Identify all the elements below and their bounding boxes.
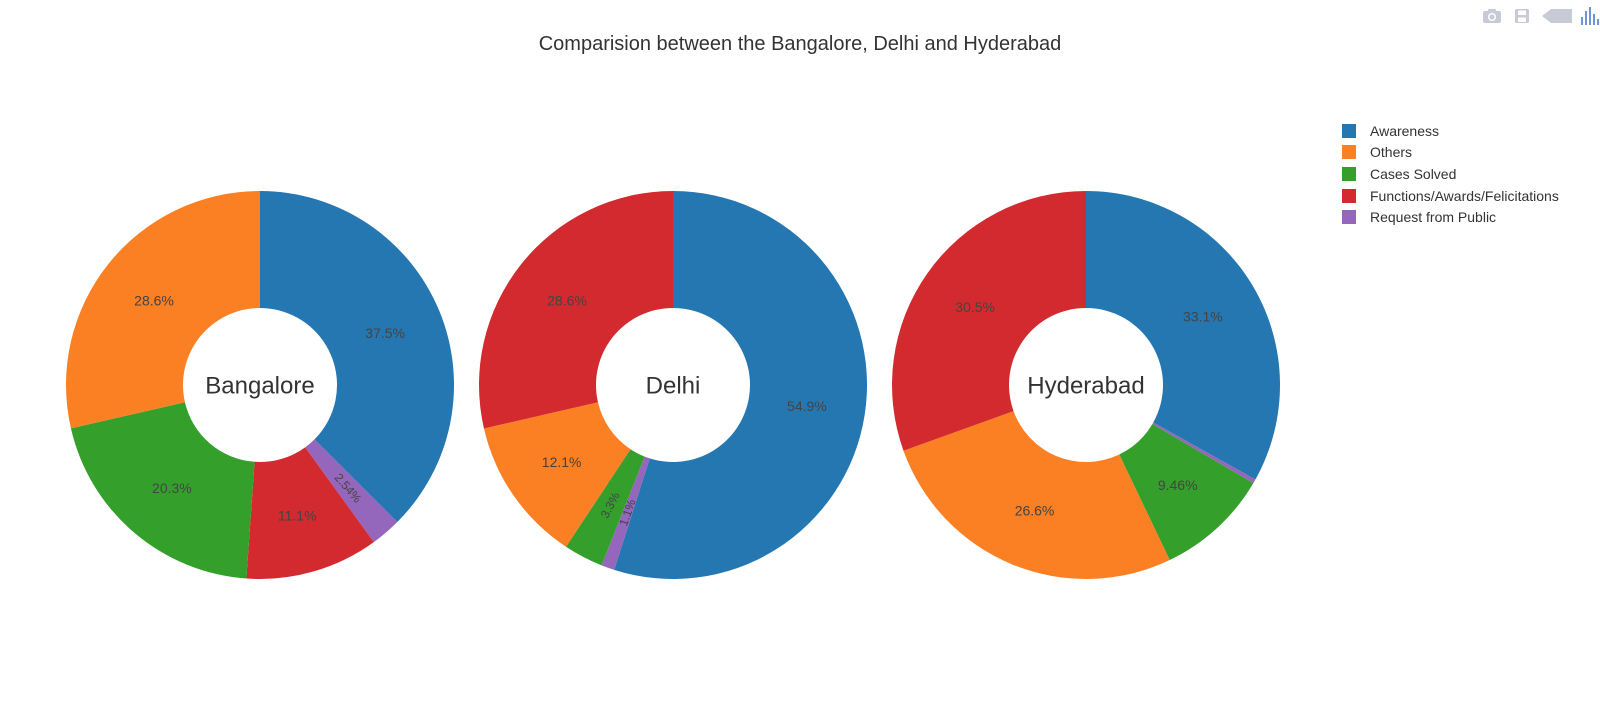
legend-label: Cases Solved xyxy=(1370,165,1457,182)
legend-swatch xyxy=(1342,145,1356,160)
pie-hyderabad: 33.1% 9.46% 26.6% 30.5% Hyderabad xyxy=(892,191,1280,579)
pie-slice-cases-solved[interactable] xyxy=(70,402,255,579)
legend: Awareness Others Cases Solved Functions/Awa… xyxy=(1342,120,1559,228)
legend-item-cases-solved[interactable]: Cases Solved xyxy=(1342,163,1559,185)
slice-label: 26.6% xyxy=(1015,502,1055,518)
legend-label: Others xyxy=(1370,144,1413,161)
legend-label: Awareness xyxy=(1370,122,1440,139)
bar-chart-icon[interactable] xyxy=(1580,5,1600,27)
legend-label: Functions/Awards/Felicitations xyxy=(1370,187,1559,204)
pie-slice-others[interactable] xyxy=(903,411,1170,579)
pie-slice-awareness[interactable] xyxy=(614,191,868,580)
legend-swatch xyxy=(1342,188,1356,203)
pie-center-label: Delhi xyxy=(646,373,701,400)
slice-label: 54.9% xyxy=(787,398,827,414)
pie-slice-others[interactable] xyxy=(483,402,631,547)
slice-label: 9.46% xyxy=(1158,477,1198,493)
modebar xyxy=(1480,4,1600,28)
pie-slice-request-from-public[interactable] xyxy=(601,456,650,570)
pie-slice-request-from-public[interactable] xyxy=(1152,422,1256,484)
legend-label: Request from Public xyxy=(1370,209,1497,226)
pie-slice-awareness[interactable] xyxy=(1086,191,1280,480)
pie-slice-cases-solved[interactable] xyxy=(565,449,645,566)
pie-slice-awareness[interactable] xyxy=(260,190,455,523)
save-icon[interactable] xyxy=(1510,5,1534,27)
legend-item-request-from-public[interactable]: Request from Public xyxy=(1342,206,1559,228)
pie-charts: 37.5%2.54%11.1%20.3%28.6%Bangalore54.9%1… xyxy=(66,190,1280,580)
legend-swatch xyxy=(1342,123,1356,138)
slice-label: 37.5% xyxy=(365,325,405,341)
slice-label: 28.6% xyxy=(134,293,174,309)
pie-slice-request-from-public[interactable] xyxy=(305,439,398,543)
pie-center-label: Hyderabad xyxy=(1027,373,1144,400)
pie-slice-cases-solved[interactable] xyxy=(1119,423,1254,561)
slice-label: 12.1% xyxy=(542,454,582,470)
legend-item-others[interactable]: Others xyxy=(1342,142,1559,164)
chart-title: Comparision between the Bangalore, Delhi… xyxy=(538,33,1062,55)
slice-label: 11.1% xyxy=(278,507,317,523)
legend-swatch xyxy=(1342,210,1356,225)
slice-label: 28.6% xyxy=(547,293,587,309)
pie-slice-functions-awards-felicitations[interactable] xyxy=(892,191,1086,451)
pie-delhi: 54.9%1.1%3.3%12.1%28.6%Delhi xyxy=(478,191,868,580)
legend-item-functions-awards-felicitations[interactable]: Functions/Awards/Felicitations xyxy=(1342,185,1559,207)
pie-center-label: Bangalore xyxy=(205,373,314,400)
pie-slice-functions-awards-felicitations[interactable] xyxy=(246,447,374,579)
legend-swatch xyxy=(1342,166,1356,181)
slice-label: 30.5% xyxy=(955,299,995,315)
pan-icon[interactable] xyxy=(1540,5,1574,27)
pie-slice-others[interactable] xyxy=(66,191,260,429)
slice-label: 20.3% xyxy=(152,480,192,496)
legend-item-awareness[interactable]: Awareness xyxy=(1342,120,1559,142)
pie-slice-functions-awards-felicitations[interactable] xyxy=(478,191,673,429)
slice-label: 33.1% xyxy=(1183,308,1223,324)
camera-icon[interactable] xyxy=(1480,5,1504,27)
pie-bangalore: 37.5%2.54%11.1%20.3%28.6%Bangalore xyxy=(66,190,455,579)
